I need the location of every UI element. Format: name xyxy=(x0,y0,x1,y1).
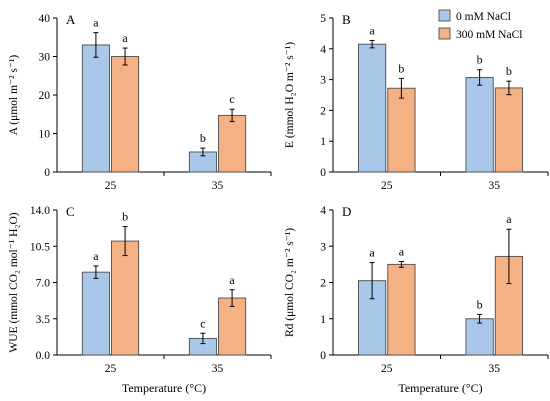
significance-letter: a xyxy=(93,16,99,30)
bar xyxy=(465,318,494,356)
x-axis-titles: Temperature (°C) Temperature (°C) xyxy=(122,381,483,395)
x-tick-label: 25 xyxy=(381,363,393,375)
y-tick-label: 0 xyxy=(44,167,50,179)
significance-letter: c xyxy=(229,92,234,106)
legend-label: 0 mM NaCl xyxy=(456,11,511,23)
significance-letter: a xyxy=(229,273,235,287)
bar xyxy=(218,114,247,173)
chart-panel-b: 0 1 2 3 4 5 25 35 a b b b B E (mmol H₂O m⁻² s⁻¹) xyxy=(284,12,549,192)
bar xyxy=(111,240,140,356)
y-axis-title: WUE (mmol CO₂ mol⁻¹ H₂O) xyxy=(8,212,20,352)
y-tick-label: 1 xyxy=(320,136,326,148)
x-axis-title: Temperature (°C) xyxy=(398,381,482,395)
y-tick-label: 40 xyxy=(39,13,51,25)
x-tick-label: 25 xyxy=(381,180,393,192)
y-axis-title: E (mmol H₂O m⁻² s⁻¹) xyxy=(284,42,296,148)
bar xyxy=(357,280,387,356)
bar xyxy=(111,56,140,173)
y-tick-label: 4 xyxy=(320,205,326,217)
chart-panel-c: 0.0 3.5 7.0 10.5 14.0 25 35 a c b a C WUE (mmol CO₂ … xyxy=(8,204,272,375)
legend-label: 300 mM NaCl xyxy=(456,29,522,41)
legend-swatch xyxy=(438,9,451,22)
y-tick-label: 4 xyxy=(320,44,326,56)
significance-letter: b xyxy=(200,131,206,145)
significance-letter: a xyxy=(369,246,375,260)
panel-letter: B xyxy=(342,12,351,27)
y-tick-label: 30 xyxy=(39,52,51,64)
x-tick-label: 35 xyxy=(212,180,224,192)
bar xyxy=(357,43,387,173)
y-tick-label: 5 xyxy=(320,13,326,25)
bar xyxy=(494,87,524,173)
legend-swatch xyxy=(438,27,451,40)
significance-letter: a xyxy=(369,23,375,37)
significance-letter: b xyxy=(477,297,483,311)
bar xyxy=(387,87,416,173)
bar xyxy=(81,44,110,173)
bar xyxy=(465,76,494,173)
y-tick-label: 3.5 xyxy=(36,314,51,326)
x-tick-label: 35 xyxy=(489,363,501,375)
significance-letter: a xyxy=(506,212,512,226)
chart-panel-a: 0 10 20 30 40 25 35 a b a c A A (μmol m⁻² s⁻¹) xyxy=(8,12,272,192)
significance-letter: a xyxy=(122,31,128,45)
y-tick-label: 10 xyxy=(39,129,51,141)
panel-letter: A xyxy=(66,12,76,27)
x-axis-title: Temperature (°C) xyxy=(122,381,206,395)
bar xyxy=(81,271,110,356)
y-tick-label: 14.0 xyxy=(30,205,50,217)
y-tick-label: 7.0 xyxy=(36,278,51,290)
significance-letter: b xyxy=(477,53,483,67)
y-axis-title: A (μmol m⁻² s⁻¹) xyxy=(8,55,20,136)
x-tick-label: 35 xyxy=(212,363,224,375)
chart-panel-d: 0 1 2 3 4 25 35 a b a a D Rd (μmol CO₂ m⁻² s⁻¹) xyxy=(284,204,549,375)
significance-letter: a xyxy=(93,249,99,263)
x-tick-label: 25 xyxy=(105,363,117,375)
x-tick-label: 25 xyxy=(105,180,117,192)
y-tick-label: 10.5 xyxy=(30,241,50,253)
panel-letter: C xyxy=(66,204,75,219)
y-tick-label: 2 xyxy=(320,105,326,117)
significance-letter: b xyxy=(122,210,128,224)
x-tick-label: 35 xyxy=(489,180,501,192)
y-tick-label: 3 xyxy=(320,75,326,87)
y-tick-label: 0 xyxy=(320,167,326,179)
y-tick-label: 1 xyxy=(320,314,326,326)
y-tick-label: 20 xyxy=(39,90,51,102)
y-tick-label: 0 xyxy=(320,350,326,362)
y-axis-title: Rd (μmol CO₂ m⁻² s⁻¹) xyxy=(284,228,296,337)
significance-letter: a xyxy=(399,244,405,258)
bar xyxy=(387,263,416,356)
y-tick-label: 0.0 xyxy=(36,350,51,362)
panel-letter: D xyxy=(342,204,351,219)
y-tick-label: 2 xyxy=(320,278,326,290)
bar xyxy=(218,297,247,356)
legend: 0 mM NaCl 300 mM NaCl xyxy=(438,9,522,41)
significance-letter: b xyxy=(506,64,512,78)
significance-letter: c xyxy=(200,316,205,330)
significance-letter: b xyxy=(398,61,404,75)
y-tick-label: 3 xyxy=(320,241,326,253)
